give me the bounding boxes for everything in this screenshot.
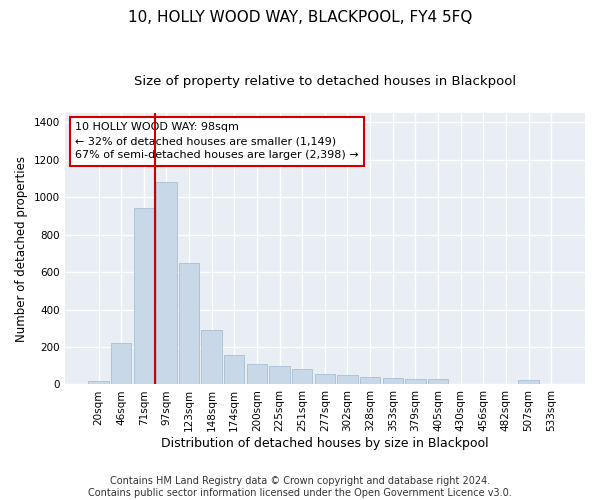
- Bar: [292, 370, 313, 384]
- Text: 10, HOLLY WOOD WAY, BLACKPOOL, FY4 5FQ: 10, HOLLY WOOD WAY, BLACKPOOL, FY4 5FQ: [128, 10, 472, 25]
- Bar: [360, 377, 380, 384]
- Bar: [111, 343, 131, 384]
- X-axis label: Distribution of detached houses by size in Blackpool: Distribution of detached houses by size …: [161, 437, 488, 450]
- Bar: [156, 182, 176, 384]
- Bar: [405, 379, 425, 384]
- Y-axis label: Number of detached properties: Number of detached properties: [15, 156, 28, 342]
- Bar: [518, 380, 539, 384]
- Text: 10 HOLLY WOOD WAY: 98sqm
← 32% of detached houses are smaller (1,149)
67% of sem: 10 HOLLY WOOD WAY: 98sqm ← 32% of detach…: [75, 122, 359, 160]
- Bar: [224, 356, 244, 384]
- Bar: [247, 364, 267, 384]
- Text: Contains HM Land Registry data © Crown copyright and database right 2024.
Contai: Contains HM Land Registry data © Crown c…: [88, 476, 512, 498]
- Title: Size of property relative to detached houses in Blackpool: Size of property relative to detached ho…: [134, 75, 516, 88]
- Bar: [269, 366, 290, 384]
- Bar: [134, 208, 154, 384]
- Bar: [202, 330, 222, 384]
- Bar: [337, 375, 358, 384]
- Bar: [88, 380, 109, 384]
- Bar: [383, 378, 403, 384]
- Bar: [428, 379, 448, 384]
- Bar: [179, 262, 199, 384]
- Bar: [314, 374, 335, 384]
